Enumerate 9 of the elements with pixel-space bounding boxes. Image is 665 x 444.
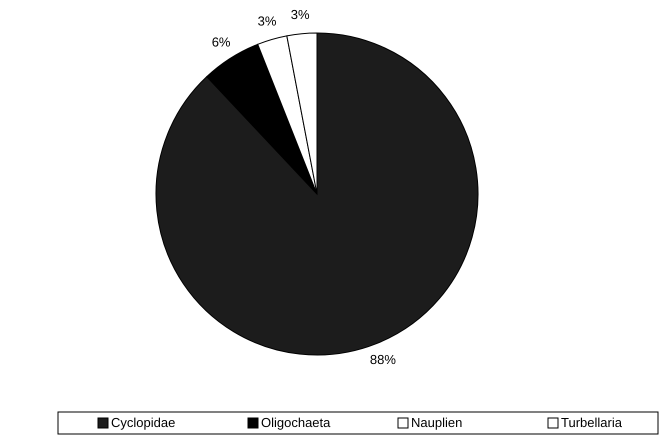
legend-label: Nauplien [411,415,462,430]
data-label: 88% [370,352,396,367]
legend-label: Cyclopidae [111,415,176,430]
data-label: 3% [290,7,310,22]
data-label: 6% [212,34,231,50]
pie-slice [156,32,478,356]
legend-label: Oligochaeta [261,415,332,430]
data-label: 3% [258,14,277,29]
legend-label: Turbellaria [561,415,623,430]
